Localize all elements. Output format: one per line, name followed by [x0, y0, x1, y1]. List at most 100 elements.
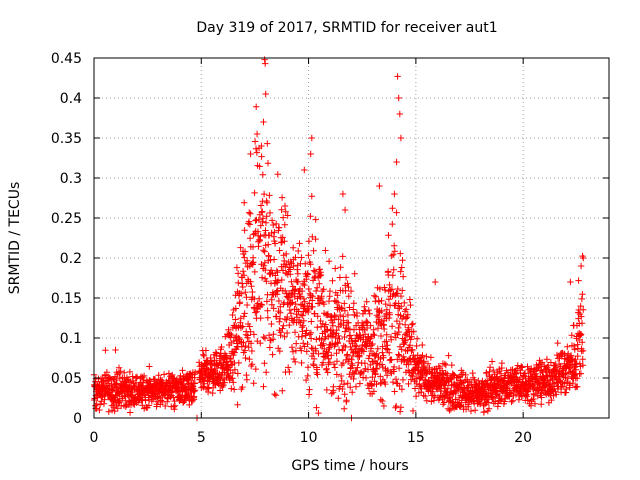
- data-point: [229, 375, 236, 382]
- data-point: [258, 153, 265, 160]
- data-point: [368, 342, 375, 349]
- data-point: [256, 237, 263, 244]
- data-point: [114, 405, 121, 412]
- data-point: [398, 264, 405, 271]
- data-point: [266, 192, 273, 199]
- data-point: [146, 363, 153, 370]
- data-point: [284, 313, 291, 321]
- x-tick-label: 15: [407, 430, 425, 446]
- data-point: [251, 189, 258, 197]
- data-point: [393, 317, 401, 325]
- data-point: [202, 347, 210, 354]
- data-point: [270, 305, 277, 312]
- data-point: [345, 319, 352, 326]
- data-point: [396, 320, 403, 328]
- data-point: [309, 303, 316, 310]
- data-point: [358, 369, 365, 376]
- data-point: [230, 337, 237, 345]
- data-point: [333, 358, 341, 365]
- data-point: [374, 325, 382, 332]
- data-point: [320, 300, 328, 308]
- data-point: [394, 356, 401, 363]
- data-point: [471, 407, 479, 414]
- data-point: [297, 301, 305, 309]
- data-point: [339, 385, 346, 393]
- data-point: [325, 297, 333, 305]
- data-point: [405, 324, 412, 331]
- data-point: [422, 392, 429, 400]
- data-point: [439, 401, 447, 408]
- data-point: [398, 303, 405, 310]
- data-point: [263, 278, 270, 285]
- data-point: [369, 340, 376, 348]
- data-point: [239, 323, 246, 330]
- data-point: [281, 257, 288, 265]
- data-point: [325, 355, 332, 362]
- y-tick-label: 0.15: [51, 291, 82, 307]
- data-point: [263, 197, 270, 205]
- data-point: [308, 318, 315, 325]
- data-point: [271, 240, 279, 247]
- data-point: [121, 378, 128, 385]
- data-point: [334, 292, 341, 299]
- data-point: [339, 190, 347, 198]
- data-point: [419, 341, 426, 349]
- data-point: [271, 390, 278, 398]
- data-point: [272, 392, 280, 399]
- data-point: [264, 314, 271, 321]
- data-point: [323, 386, 330, 394]
- data-point: [333, 326, 340, 334]
- data-point: [350, 306, 357, 313]
- data-point: [352, 383, 360, 390]
- data-point: [247, 210, 254, 217]
- data-point: [553, 391, 560, 398]
- data-point: [487, 382, 495, 389]
- data-point: [278, 239, 285, 246]
- data-point: [109, 385, 117, 392]
- data-point: [253, 103, 260, 110]
- data-point: [397, 404, 405, 411]
- data-point: [244, 257, 251, 264]
- data-point: [289, 348, 297, 355]
- data-point: [132, 374, 139, 381]
- data-point: [259, 215, 267, 222]
- data-point: [434, 369, 441, 376]
- data-point: [111, 407, 118, 415]
- data-point: [388, 356, 395, 363]
- data-point: [303, 348, 310, 355]
- data-point: [382, 380, 389, 388]
- data-point: [299, 312, 306, 319]
- data-point: [413, 335, 421, 342]
- data-point: [326, 344, 333, 351]
- data-point: [292, 300, 299, 308]
- data-point: [383, 338, 390, 345]
- data-point: [191, 380, 199, 387]
- data-point: [235, 279, 242, 287]
- data-point: [249, 243, 257, 251]
- data-point: [402, 315, 410, 322]
- data-point: [509, 397, 516, 404]
- data-point: [457, 402, 464, 410]
- data-point: [290, 262, 297, 270]
- data-point: [300, 317, 307, 325]
- data-point: [512, 391, 520, 398]
- data-point: [580, 306, 587, 313]
- data-point: [246, 323, 253, 330]
- data-point: [241, 199, 248, 206]
- data-point: [574, 352, 581, 360]
- data-point: [441, 360, 448, 368]
- data-point: [236, 299, 244, 306]
- data-point: [535, 379, 542, 386]
- data-point: [448, 376, 455, 383]
- data-point: [261, 360, 268, 367]
- data-point: [401, 321, 409, 328]
- data-point: [316, 272, 324, 280]
- data-point: [396, 408, 404, 415]
- data-point: [264, 160, 272, 167]
- data-point: [250, 380, 257, 387]
- data-point: [305, 285, 312, 293]
- grid-lines: [94, 58, 609, 418]
- data-point: [277, 309, 284, 316]
- data-point: [275, 297, 283, 305]
- data-point: [372, 371, 379, 378]
